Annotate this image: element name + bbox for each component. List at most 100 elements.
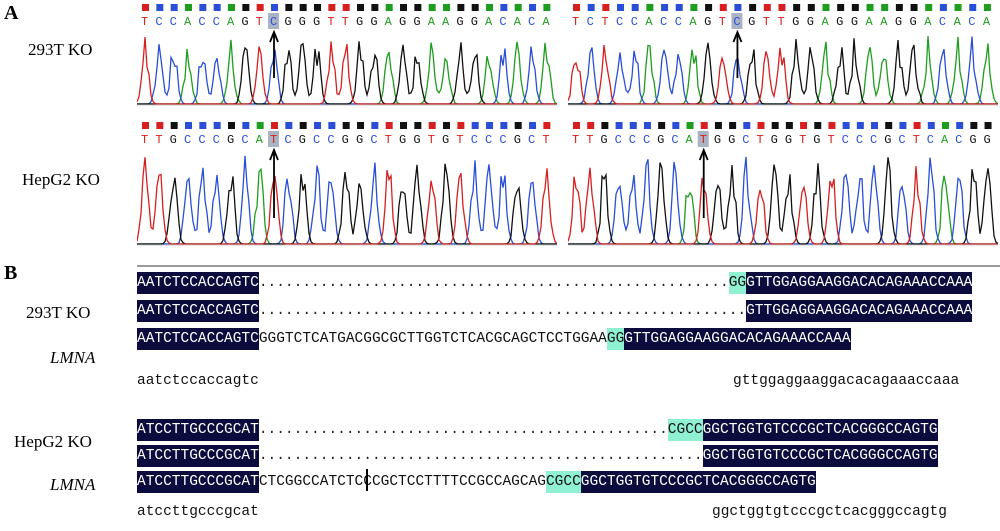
alignment-row: ATCCTTGCCCGCAT..........................…: [137, 419, 938, 441]
base-letter: G: [984, 133, 991, 147]
base-square: [970, 122, 978, 129]
base-square: [457, 122, 465, 129]
base-square: [256, 122, 264, 129]
base-letter: C: [528, 133, 535, 147]
base-letter: G: [704, 15, 711, 29]
base-square: [743, 122, 751, 129]
base-letter: G: [969, 133, 976, 147]
base-letter: C: [198, 15, 205, 29]
base-square: [658, 122, 666, 129]
base-square: [185, 4, 193, 11]
base-letter: G: [895, 15, 902, 29]
base-letter: C: [733, 15, 740, 29]
base-square: [785, 122, 793, 129]
base-square: [213, 4, 221, 11]
sequence-segment: ........................................…: [258, 422, 668, 438]
base-square: [822, 4, 830, 11]
base-letter: T: [141, 133, 148, 147]
base-square: [793, 4, 801, 11]
base-letter: C: [499, 133, 506, 147]
base-square: [771, 122, 779, 129]
base-letter: G: [342, 133, 349, 147]
base-letter: T: [141, 15, 148, 29]
panel-b-label-293t: 293T KO: [26, 303, 91, 322]
base-letter: A: [428, 15, 436, 29]
base-square: [299, 122, 307, 129]
base-letter: A: [880, 15, 888, 29]
base-square: [357, 4, 365, 11]
base-square: [837, 4, 845, 11]
base-square: [428, 4, 436, 11]
base-square: [471, 4, 479, 11]
base-letter: A: [954, 15, 962, 29]
sequence-segment: GG: [728, 272, 747, 294]
base-square: [629, 122, 637, 129]
base-letter: G: [299, 15, 306, 29]
base-square: [314, 122, 322, 129]
base-square: [941, 122, 949, 129]
base-square: [956, 122, 964, 129]
base-square: [314, 4, 322, 11]
base-square: [828, 122, 836, 129]
alignment-row: AATCTCCACCAGTC..........................…: [137, 272, 973, 294]
base-letter: T: [542, 133, 549, 147]
base-letter: G: [728, 133, 735, 147]
base-square: [285, 4, 293, 11]
base-letter: G: [313, 15, 320, 29]
sequence-segment: ATCCTTGCCCGCAT: [137, 471, 259, 493]
base-letter: C: [587, 15, 594, 29]
base-letter: C: [370, 133, 377, 147]
base-letter: G: [370, 15, 377, 29]
base-letter: C: [213, 15, 220, 29]
base-letter: A: [542, 15, 550, 29]
base-square: [672, 122, 680, 129]
base-square: [690, 4, 698, 11]
base-square: [573, 4, 580, 11]
base-square: [271, 4, 279, 11]
base-square: [500, 122, 508, 129]
base-letter: G: [884, 133, 891, 147]
base-square: [573, 122, 580, 129]
base-square: [800, 122, 808, 129]
base-square: [983, 4, 991, 11]
marked-base-highlight: [268, 131, 280, 147]
base-letter: T: [456, 133, 463, 147]
base-letter: T: [601, 15, 608, 29]
base-square: [881, 4, 889, 11]
base-square: [271, 122, 279, 129]
base-square: [514, 122, 522, 129]
base-square: [256, 4, 264, 11]
base-square: [866, 4, 874, 11]
panel-a-label-293t: 293T KO: [28, 40, 93, 59]
base-letter: G: [399, 133, 406, 147]
base-square: [925, 4, 933, 11]
base-letter: T: [270, 133, 277, 147]
marked-base-highlight: [268, 13, 280, 29]
base-square: [529, 4, 537, 11]
base-letter: C: [499, 15, 506, 29]
base-square: [385, 122, 393, 129]
base-square: [443, 4, 451, 11]
base-letter: G: [399, 15, 406, 29]
base-letter: G: [514, 133, 521, 147]
base-letter: T: [385, 133, 392, 147]
base-square: [328, 4, 336, 11]
sequence-segment: GTTGGAGGAAGGACACAGAAACCAAA: [624, 328, 851, 350]
base-square: [185, 122, 193, 129]
base-letter: C: [631, 15, 638, 29]
base-square: [242, 122, 250, 129]
base-letter: T: [256, 15, 263, 29]
base-square: [299, 4, 307, 11]
base-square: [714, 122, 722, 129]
sequence-segment: ........................................…: [258, 448, 703, 464]
peak-trace-C: [137, 155, 557, 245]
base-square: [443, 122, 451, 129]
base-square: [719, 4, 727, 11]
base-square: [913, 122, 921, 129]
